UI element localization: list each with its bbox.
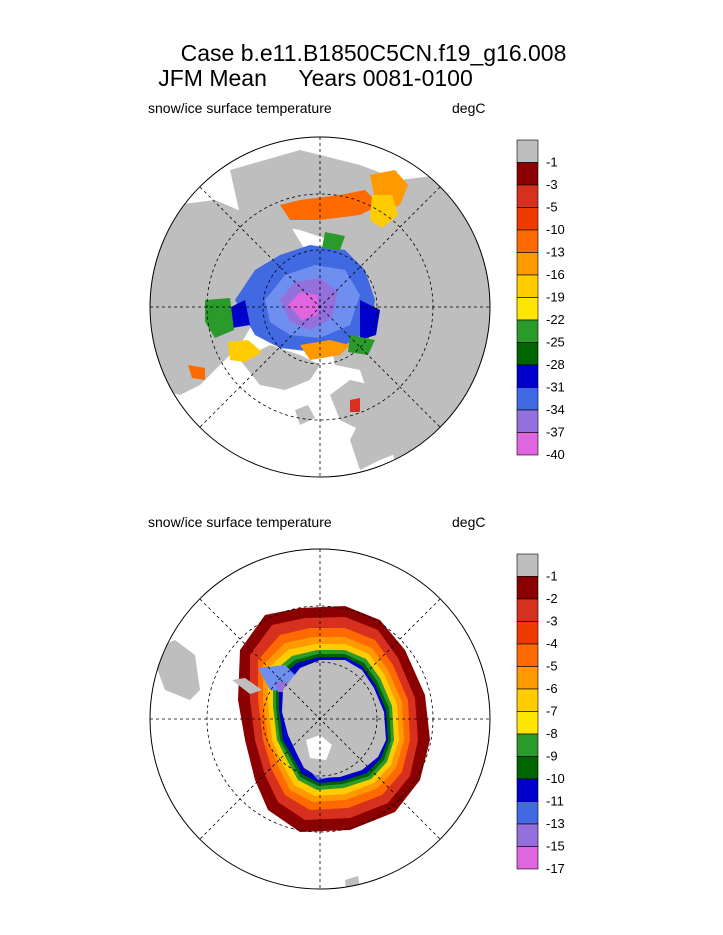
colorbar-label: -10 xyxy=(546,771,565,786)
ice-baltic xyxy=(350,398,360,412)
colorbar-box xyxy=(516,364,539,388)
colorbar-box xyxy=(516,432,539,456)
ice-greenland-margin xyxy=(300,340,350,360)
colorbar-box xyxy=(516,688,539,712)
colorbar-label: -13 xyxy=(546,245,565,260)
colorbar-label: -31 xyxy=(546,380,565,395)
colorbar-label: -3 xyxy=(546,177,558,192)
land-greenland xyxy=(240,345,320,390)
ice-labrador xyxy=(228,340,262,362)
colorbar-label: -34 xyxy=(546,402,565,417)
ice-st-lawrence xyxy=(188,365,205,380)
colorbar-box xyxy=(516,229,539,253)
colorbar-box xyxy=(516,778,539,802)
colorbar-box xyxy=(516,823,539,847)
units-label-north: degC xyxy=(452,100,486,116)
variable-label-north: snow/ice surface temperature xyxy=(148,100,332,116)
ice-barents-green xyxy=(348,335,375,355)
variable-label-south: snow/ice surface temperature xyxy=(148,514,332,530)
colorbar-box xyxy=(516,621,539,645)
colorbar-south: -1 -2 -3 -4 -5 -6 -7 -8 -9 -10 -11 -13 -15 -17 xyxy=(516,553,565,876)
antarctic-map xyxy=(149,548,491,890)
colorbar-label: -37 xyxy=(546,425,565,440)
ice-bering-green xyxy=(322,232,345,250)
colorbar-box xyxy=(516,576,539,600)
title-case: Case b.e11.B1850C5CN.f19_g16.008 xyxy=(180,40,567,66)
colorbar-box xyxy=(516,846,539,870)
colorbar-label: -17 xyxy=(546,861,565,876)
colorbar-label: -16 xyxy=(546,267,565,282)
colorbar-box xyxy=(516,553,539,577)
colorbar-north: -1 -3 -5 -10 -13 -16 -19 -22 -25 -28 -31 -34 -37 -40 xyxy=(516,139,565,462)
ice-magenta xyxy=(288,292,318,320)
colorbar-box xyxy=(516,342,539,366)
colorbar-box xyxy=(516,801,539,825)
ice-east-siberian xyxy=(280,190,380,220)
land-ross-ice-shelf xyxy=(306,735,332,760)
colorbar-box xyxy=(516,711,539,735)
colorbar-label: -15 xyxy=(546,839,565,854)
title-period: JFM Mean Years 0081-0100 xyxy=(158,65,473,91)
colorbar-label: -3 xyxy=(546,614,558,629)
arctic-map xyxy=(149,136,491,478)
land-iceland xyxy=(295,405,315,425)
colorbar-label: -28 xyxy=(546,357,565,372)
colorbar-box xyxy=(516,252,539,276)
colorbar-box xyxy=(516,274,539,298)
colorbar-label: -19 xyxy=(546,290,565,305)
colorbar-label: -1 xyxy=(546,569,558,584)
colorbar-label: -7 xyxy=(546,704,558,719)
colorbar-box xyxy=(516,297,539,321)
ice-hudson xyxy=(205,298,234,338)
colorbar-label: -13 xyxy=(546,816,565,831)
colorbar-label: -22 xyxy=(546,312,565,327)
colorbar-label: -10 xyxy=(546,222,565,237)
colorbar-box xyxy=(516,207,539,231)
colorbar-box xyxy=(516,387,539,411)
colorbar-label: -5 xyxy=(546,200,558,215)
land-north-america xyxy=(150,200,305,395)
colorbar-box xyxy=(516,666,539,690)
colorbar-box xyxy=(516,733,539,757)
colorbar-box xyxy=(516,139,539,163)
colorbar-label: -11 xyxy=(546,794,564,809)
colorbar-label: -5 xyxy=(546,659,558,674)
colorbar-label: -6 xyxy=(546,681,558,696)
colorbar-box xyxy=(516,319,539,343)
ice-darkblue-edge xyxy=(360,300,380,340)
ice-okhotsk-yellow xyxy=(370,195,398,228)
colorbar-label: -2 xyxy=(546,591,558,606)
colorbar-box xyxy=(516,409,539,433)
colorbar-label: -40 xyxy=(546,447,565,462)
colorbar-box xyxy=(516,184,539,208)
colorbar-box xyxy=(516,756,539,780)
colorbar-label: -8 xyxy=(546,726,558,741)
units-label-south: degC xyxy=(452,514,486,530)
colorbar-box xyxy=(516,643,539,667)
colorbar-label: -9 xyxy=(546,749,558,764)
colorbar-box xyxy=(516,598,539,622)
colorbar-label: -1 xyxy=(546,155,558,170)
colorbar-label: -25 xyxy=(546,335,565,350)
land-antarctic-peninsula xyxy=(232,678,262,694)
colorbar-box xyxy=(516,162,539,186)
colorbar-label: -4 xyxy=(546,636,558,651)
